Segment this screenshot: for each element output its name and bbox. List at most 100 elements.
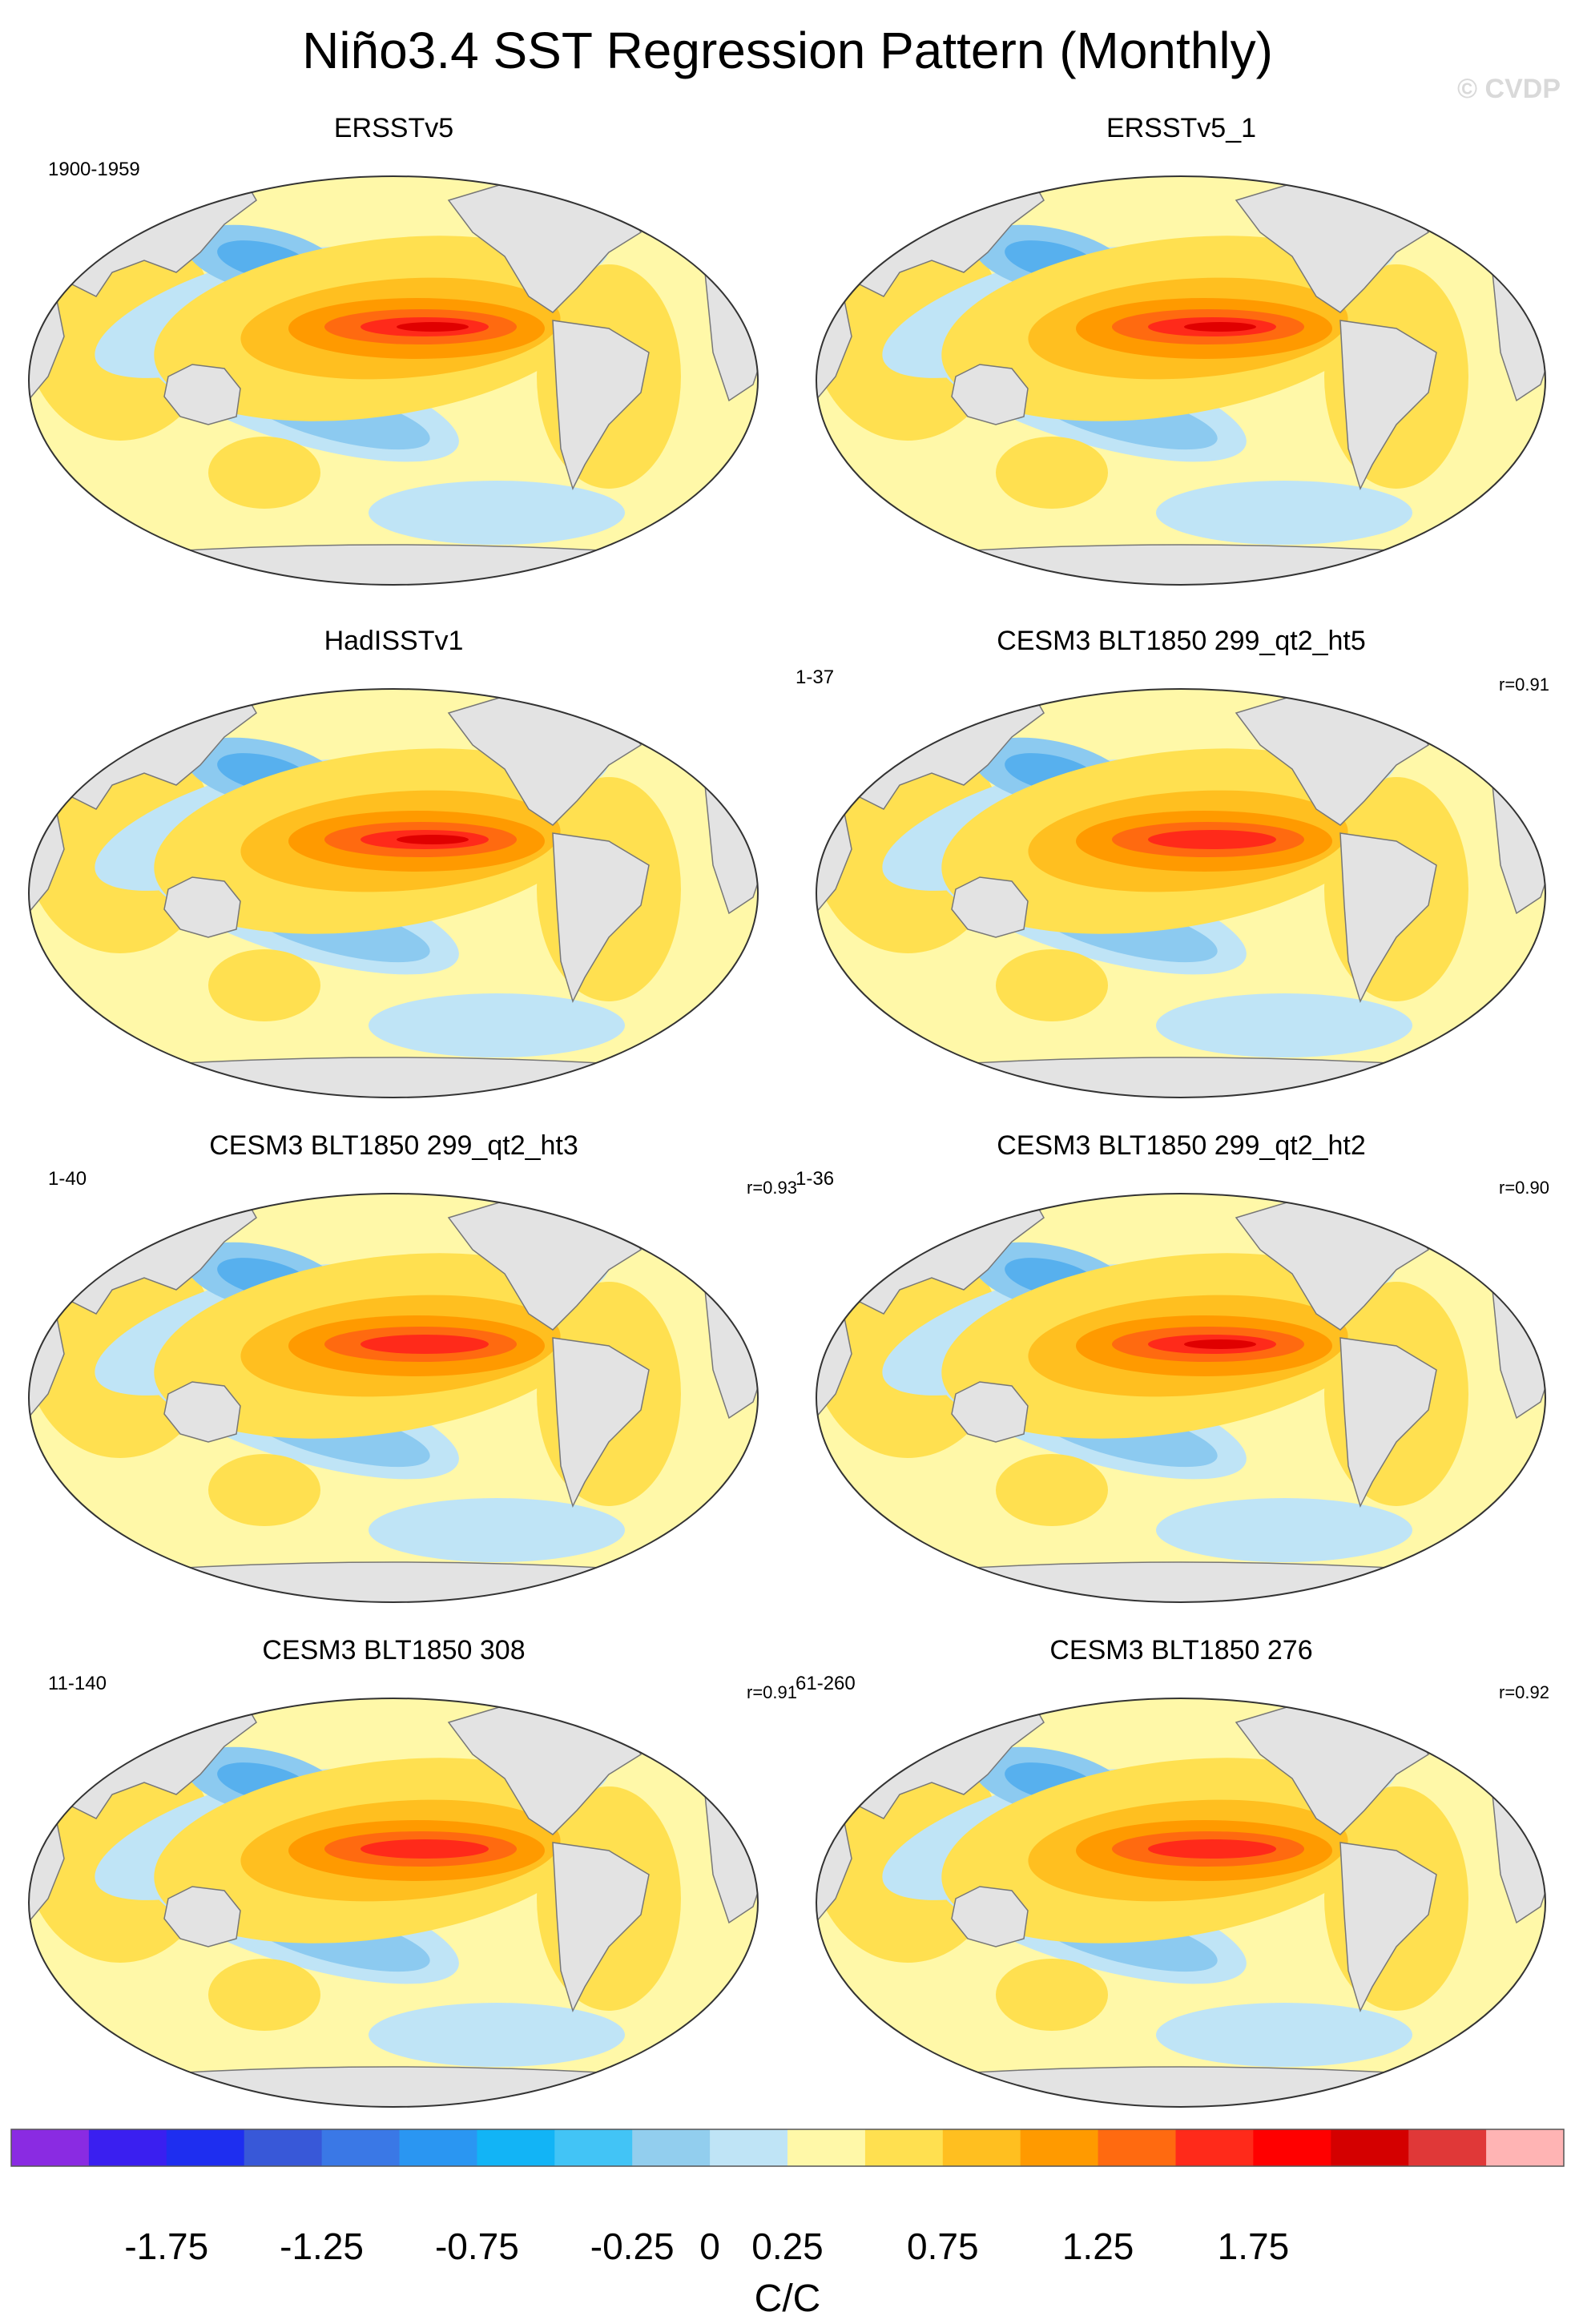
- nino-warm-core: [361, 1335, 489, 1354]
- colorbar-tick-label: 0.25: [751, 2225, 824, 2267]
- map-panel-1: ERSSTv5 1900-1959: [0, 112, 788, 625]
- panel-years: 11-140: [48, 1673, 107, 1694]
- south-america-land: [552, 832, 650, 1004]
- map-panel-2: ERSSTv5_1: [788, 112, 1575, 625]
- nino-peak-core: [397, 835, 469, 844]
- panel-correlation: r=0.93: [747, 1178, 797, 1198]
- panel-years: 1-37: [796, 667, 835, 688]
- southern-ocean-cool: [1156, 1498, 1412, 1562]
- map-ersstv5-1: [816, 175, 1546, 586]
- colorbar-tick-label: -1.25: [280, 2225, 364, 2267]
- map-outline: [816, 175, 1546, 586]
- south-america-land: [1339, 832, 1437, 1004]
- map-cesm3-ht3: [28, 1193, 759, 1603]
- panel-correlation: r=0.91: [747, 1682, 797, 1702]
- map-field: [816, 689, 1545, 1098]
- panel-correlation: r=0.91: [1499, 675, 1549, 695]
- map-hadisstv1: [28, 688, 759, 1098]
- south-pacific-warm-lobe: [208, 437, 320, 509]
- map-outline: [28, 1698, 759, 2108]
- colorbar-tick-label: 0: [699, 2225, 720, 2267]
- greenland-land: [1364, 176, 1430, 201]
- panel-title: CESM3 BLT1850 299_qt2_ht3: [209, 1130, 578, 1161]
- colorbar-tick-label: 1.75: [1218, 2225, 1290, 2267]
- south-america-land: [1339, 320, 1437, 491]
- greenland-land: [576, 689, 642, 714]
- map-panel-4: CESM3 BLT1850 299_qt2_ht5 1-37 r=0.91: [788, 625, 1575, 1138]
- greenland-land: [576, 1698, 642, 1723]
- panel-title: ERSSTv5_1: [1106, 113, 1257, 143]
- south-pacific-warm-lobe: [208, 1454, 320, 1526]
- southern-ocean-cool: [1156, 481, 1412, 545]
- map-field: [29, 1194, 758, 1602]
- south-pacific-warm-lobe: [996, 1959, 1108, 2031]
- panel-title: ERSSTv5: [333, 113, 454, 143]
- colorbar-tick-label: 0.75: [907, 2225, 979, 2267]
- colorbar-tick-label: -0.25: [590, 2225, 675, 2267]
- panel-correlation: r=0.90: [1499, 1178, 1549, 1198]
- australia-land: [951, 364, 1029, 425]
- south-pacific-warm-lobe: [208, 1959, 320, 2031]
- greenland-land: [1364, 1194, 1430, 1218]
- nino-peak-core: [1184, 1339, 1256, 1349]
- map-outline: [28, 688, 759, 1098]
- map-cesm3-276: [816, 1698, 1546, 2108]
- map-field: [29, 689, 758, 1098]
- map-panel-6: CESM3 BLT1850 299_qt2_ht2 1-36 r=0.90: [788, 1130, 1575, 1642]
- southern-ocean-cool: [369, 2003, 625, 2067]
- panel-years: 61-260: [796, 1673, 856, 1694]
- australia-land: [951, 1381, 1029, 1443]
- panel-title: CESM3 BLT1850 299_qt2_ht5: [997, 626, 1366, 656]
- map-outline: [816, 688, 1546, 1098]
- australia-land: [163, 1886, 241, 1947]
- map-field: [29, 176, 758, 585]
- south-america-land: [552, 320, 650, 491]
- southern-ocean-cool: [1156, 2003, 1412, 2067]
- map-outline: [28, 175, 759, 586]
- panel-title: CESM3 BLT1850 308: [262, 1635, 526, 1665]
- map-field: [29, 1698, 758, 2107]
- greenland-land: [576, 176, 642, 201]
- south-pacific-warm-lobe: [996, 949, 1108, 1021]
- panel-title: CESM3 BLT1850 299_qt2_ht2: [997, 1130, 1366, 1161]
- map-cesm3-308: [28, 1698, 759, 2108]
- colorbar-tick-label: -1.75: [124, 2225, 208, 2267]
- nino-peak-core: [1184, 322, 1256, 332]
- southern-ocean-cool: [1156, 993, 1412, 1057]
- south-america-land: [552, 1337, 650, 1508]
- nino-peak-core: [397, 322, 469, 332]
- australia-land: [163, 876, 241, 938]
- map-panel-7: CESM3 BLT1850 308 11-140 r=0.91: [0, 1634, 797, 2147]
- south-america-land: [1339, 1337, 1437, 1508]
- colorbar-units: C/C: [755, 2278, 821, 2320]
- greenland-land: [576, 1194, 642, 1218]
- southern-ocean-cool: [369, 1498, 625, 1562]
- map-cesm3-ht5: [816, 688, 1546, 1098]
- map-cesm3-ht2: [816, 1193, 1546, 1603]
- australia-land: [163, 1381, 241, 1443]
- nino-warm-core: [1148, 830, 1276, 849]
- greenland-land: [1364, 689, 1430, 714]
- panel-years: 1900-1959: [48, 159, 140, 180]
- map-outline: [816, 1193, 1546, 1603]
- south-america-land: [1339, 1842, 1437, 2013]
- south-pacific-warm-lobe: [996, 1454, 1108, 1526]
- greenland-land: [1364, 1698, 1430, 1723]
- south-pacific-warm-lobe: [208, 949, 320, 1021]
- panel-years: 1-36: [796, 1168, 835, 1190]
- southern-ocean-cool: [369, 481, 625, 545]
- panel-correlation: r=0.92: [1499, 1682, 1549, 1702]
- panel-title: HadISSTv1: [324, 626, 464, 656]
- map-panel-5: CESM3 BLT1850 299_qt2_ht3 1-40 r=0.93: [0, 1130, 797, 1642]
- map-field: [816, 1698, 1545, 2107]
- south-america-land: [552, 1842, 650, 2013]
- nino-warm-core: [1148, 1839, 1276, 1859]
- colorbar-tick-label: 1.25: [1062, 2225, 1134, 2267]
- australia-land: [163, 364, 241, 425]
- figure-title: Niño3.4 SST Regression Pattern (Monthly): [302, 22, 1273, 79]
- southern-ocean-cool: [369, 993, 625, 1057]
- colorbar-tick-label: -0.75: [435, 2225, 519, 2267]
- map-outline: [816, 1698, 1546, 2108]
- map-ersstv5: [28, 175, 759, 586]
- map-outline: [28, 1193, 759, 1603]
